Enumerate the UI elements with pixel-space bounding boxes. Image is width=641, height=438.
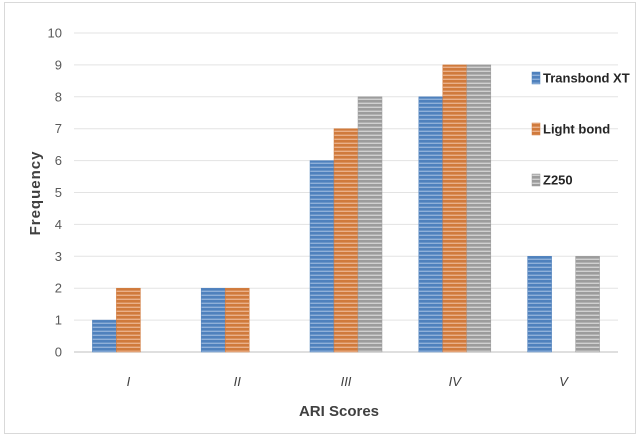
y-axis-title: Frequency <box>27 151 44 236</box>
bar-light-bond-iii <box>333 128 359 353</box>
x-tick-label: I <box>127 374 131 389</box>
bars <box>92 64 600 353</box>
legend-swatch <box>531 122 541 136</box>
legend-label: Light bond <box>543 122 610 137</box>
bar-transbond-xt-v <box>527 256 552 353</box>
y-axis-ticks: 0 1 2 3 4 5 6 7 8 9 10 <box>48 26 62 360</box>
y-tick-label: 10 <box>48 26 62 41</box>
x-axis-ticks: I II III IV V <box>127 374 570 389</box>
x-axis-title: ARI Scores <box>299 403 379 420</box>
legend-swatch <box>531 173 541 187</box>
legend-swatch <box>531 71 541 85</box>
y-tick-label: 3 <box>55 249 62 264</box>
bar-z250-iii <box>357 96 383 353</box>
bar-light-bond-iv <box>442 64 468 353</box>
legend-label: Transbond XT <box>543 71 630 86</box>
bar-transbond-xt-ii <box>200 287 226 353</box>
bar-light-bond-i <box>116 287 141 353</box>
y-tick-label: 8 <box>55 89 62 104</box>
y-tick-label: 0 <box>55 345 62 360</box>
y-tick-label: 2 <box>55 281 62 296</box>
y-tick-label: 5 <box>55 185 62 200</box>
gridlines <box>74 32 618 353</box>
bar-transbond-xt-iv <box>418 96 444 353</box>
bar-transbond-xt-iii <box>309 160 335 353</box>
x-tick-label: V <box>559 374 569 389</box>
y-tick-label: 9 <box>55 57 62 72</box>
x-tick-label: III <box>341 374 352 389</box>
bar-z250-iv <box>466 64 492 353</box>
bar-light-bond-ii <box>224 287 250 353</box>
y-tick-label: 6 <box>55 153 62 168</box>
x-tick-label: IV <box>449 374 463 389</box>
y-tick-label: 1 <box>55 313 62 328</box>
bar-transbond-xt-i <box>92 319 117 353</box>
y-tick-label: 7 <box>55 121 62 136</box>
legend: Transbond XT Light bond Z250 <box>531 71 630 188</box>
x-tick-label: II <box>234 374 242 389</box>
legend-label: Z250 <box>543 173 573 188</box>
y-tick-label: 4 <box>55 217 62 232</box>
bar-z250-v <box>575 256 600 353</box>
